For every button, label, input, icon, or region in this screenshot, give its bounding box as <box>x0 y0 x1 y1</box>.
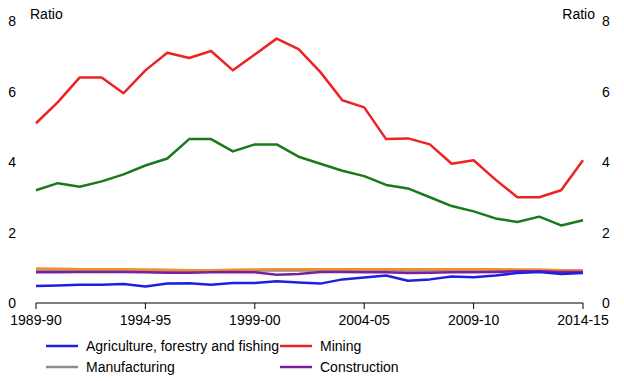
legend-label: Construction <box>320 359 399 375</box>
x-tick-label: 2009-10 <box>448 312 500 328</box>
x-tick-label: 2014-15 <box>557 312 609 328</box>
legend-swatch <box>46 366 78 369</box>
y-tick-label: 6 <box>8 84 16 100</box>
x-tick-label: 1999-00 <box>229 312 281 328</box>
legend-label: Manufacturing <box>86 359 175 375</box>
y2-tick-label: 0 <box>602 295 610 311</box>
y2-tick-label: 6 <box>602 84 610 100</box>
chart: 0 2 4 6 8 0 2 4 6 8 Ratio Ratio 1989-90 1994-95 1999-0… <box>0 0 624 381</box>
x-tick-label: 1994-95 <box>120 312 172 328</box>
legend-swatch <box>46 345 78 348</box>
y-tick-label: 8 <box>8 13 16 29</box>
y2-axis-label: Ratio <box>562 6 595 22</box>
y2-tick-label: 4 <box>602 154 610 170</box>
series-line <box>36 268 583 270</box>
y-tick-label: 2 <box>8 225 16 241</box>
x-tick-label: 1989-90 <box>10 312 62 328</box>
x-tick <box>583 303 584 309</box>
legend-label: Mining <box>320 338 361 354</box>
y2-tick-label: 2 <box>602 225 610 241</box>
series-line <box>36 39 583 198</box>
series-line <box>36 139 583 225</box>
legend-label: Agriculture, forestry and fishing <box>86 338 279 354</box>
x-tick <box>473 303 474 309</box>
y-tick-label: 4 <box>8 154 16 170</box>
x-tick <box>36 303 37 309</box>
x-tick-label: 2004-05 <box>339 312 391 328</box>
series-line <box>36 272 583 286</box>
x-tick <box>364 303 365 309</box>
y2-tick-label: 8 <box>602 13 610 29</box>
legend-swatch <box>280 366 312 369</box>
x-tick <box>254 303 255 309</box>
legend-swatch <box>280 345 312 348</box>
x-tick <box>145 303 146 309</box>
y-axis-label: Ratio <box>30 6 63 22</box>
x-axis-line <box>36 303 583 304</box>
y-tick-label: 0 <box>8 295 16 311</box>
plot-lines <box>36 39 583 287</box>
